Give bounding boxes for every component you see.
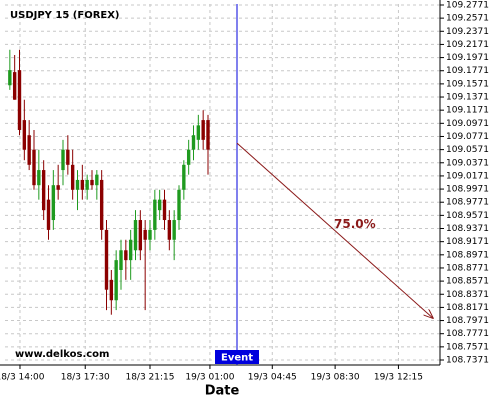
y-tick-label: 109.1371 xyxy=(446,93,489,103)
x-axis-title: Date xyxy=(205,384,240,399)
candle-body xyxy=(104,229,109,290)
candle-body xyxy=(201,120,205,140)
candle-body xyxy=(61,149,65,171)
candle-body xyxy=(37,170,41,186)
event-box xyxy=(215,350,259,364)
candle-body xyxy=(153,199,157,230)
candle-body xyxy=(56,185,60,190)
projection-arrow xyxy=(236,142,433,318)
candle-body xyxy=(191,135,196,150)
y-tick-label: 109.2171 xyxy=(446,40,489,50)
y-tick-label: 109.1771 xyxy=(446,66,489,76)
y-tick-label: 109.0971 xyxy=(446,119,489,129)
grid xyxy=(5,4,440,365)
y-tick-label: 108.9571 xyxy=(446,211,489,221)
candle-body xyxy=(162,199,167,221)
candle-body xyxy=(41,170,46,211)
candle-body xyxy=(133,220,138,251)
candle-body xyxy=(114,260,118,301)
x-tick-label: 19/3 12:15 xyxy=(374,373,423,383)
y-tick-label: 109.0571 xyxy=(446,145,489,155)
y-tick-label: 109.1171 xyxy=(446,106,489,116)
chart-title: USDJPY 15 (FOREX) xyxy=(10,10,120,21)
x-tick-label: 18/3 21:15 xyxy=(125,373,174,383)
candle-body xyxy=(90,179,94,186)
y-tick-label: 109.0771 xyxy=(446,132,489,142)
y-tick-label: 109.1571 xyxy=(446,79,489,89)
candle-body xyxy=(46,199,51,230)
event-label: Event xyxy=(221,353,253,364)
y-tick-label: 109.2571 xyxy=(446,14,489,24)
candle-body xyxy=(143,229,147,240)
projection-label: 75.0% xyxy=(334,217,376,231)
y-tick-label: 108.9971 xyxy=(446,185,489,195)
y-tick-label: 108.7371 xyxy=(446,356,489,366)
candle-body xyxy=(148,229,152,240)
marks xyxy=(8,49,210,315)
y-tick-label: 108.8771 xyxy=(446,263,489,273)
candle-body xyxy=(22,120,27,150)
candle-body xyxy=(172,220,176,240)
candle-body xyxy=(206,120,210,150)
y-tick-label: 109.0371 xyxy=(446,158,489,168)
candle-body xyxy=(80,179,85,190)
candle-body xyxy=(128,239,133,261)
candle-body xyxy=(95,174,99,186)
y-tick-label: 108.8171 xyxy=(446,303,489,313)
x-tick-label: 19/3 04:45 xyxy=(248,373,297,383)
y-tick-label: 108.7971 xyxy=(446,316,489,326)
candle-body xyxy=(51,185,56,221)
candle-body xyxy=(196,125,201,140)
candle-body xyxy=(32,149,36,186)
candle-body xyxy=(186,149,191,165)
candle-body xyxy=(138,220,143,251)
y-tick-label: 109.1971 xyxy=(446,53,489,63)
candle-body xyxy=(75,179,80,190)
y-tick-label: 108.8371 xyxy=(446,290,489,300)
y-tick-label: 108.8571 xyxy=(446,277,489,287)
candle-body xyxy=(99,179,104,230)
candle-body xyxy=(66,149,70,165)
candle-body xyxy=(17,70,22,130)
y-tick-label: 109.0171 xyxy=(446,171,489,181)
candle-body xyxy=(157,199,162,211)
candle-body xyxy=(109,279,114,301)
y-tick-label: 108.9371 xyxy=(446,224,489,234)
x-tick-label: 18/3 17:30 xyxy=(61,373,110,383)
candle-body xyxy=(85,179,89,190)
x-tick-label: 18/3 14:00 xyxy=(0,373,45,383)
y-tick-label: 109.2371 xyxy=(446,27,489,37)
y-tick-label: 108.8971 xyxy=(446,250,489,260)
x-tick-label: 19/3 08:30 xyxy=(311,373,360,383)
candle-body xyxy=(12,72,17,100)
y-tick-label: 108.9771 xyxy=(446,198,489,208)
candle-body xyxy=(124,250,128,261)
x-tick-label: 19/3 01:00 xyxy=(185,373,234,383)
y-tick-label: 108.9171 xyxy=(446,237,489,247)
candle-body xyxy=(70,164,75,190)
candle-body xyxy=(167,220,172,240)
watermark: www.delkos.com xyxy=(15,349,109,360)
candle-body xyxy=(8,70,12,86)
y-tick-label: 108.7771 xyxy=(446,329,489,339)
candle-body xyxy=(182,164,186,190)
candle-body xyxy=(177,189,181,221)
y-tick-label: 109.2771 xyxy=(446,0,489,10)
y-tick-label: 108.7571 xyxy=(446,342,489,352)
candle-body xyxy=(119,250,123,270)
candle-body xyxy=(27,135,31,165)
